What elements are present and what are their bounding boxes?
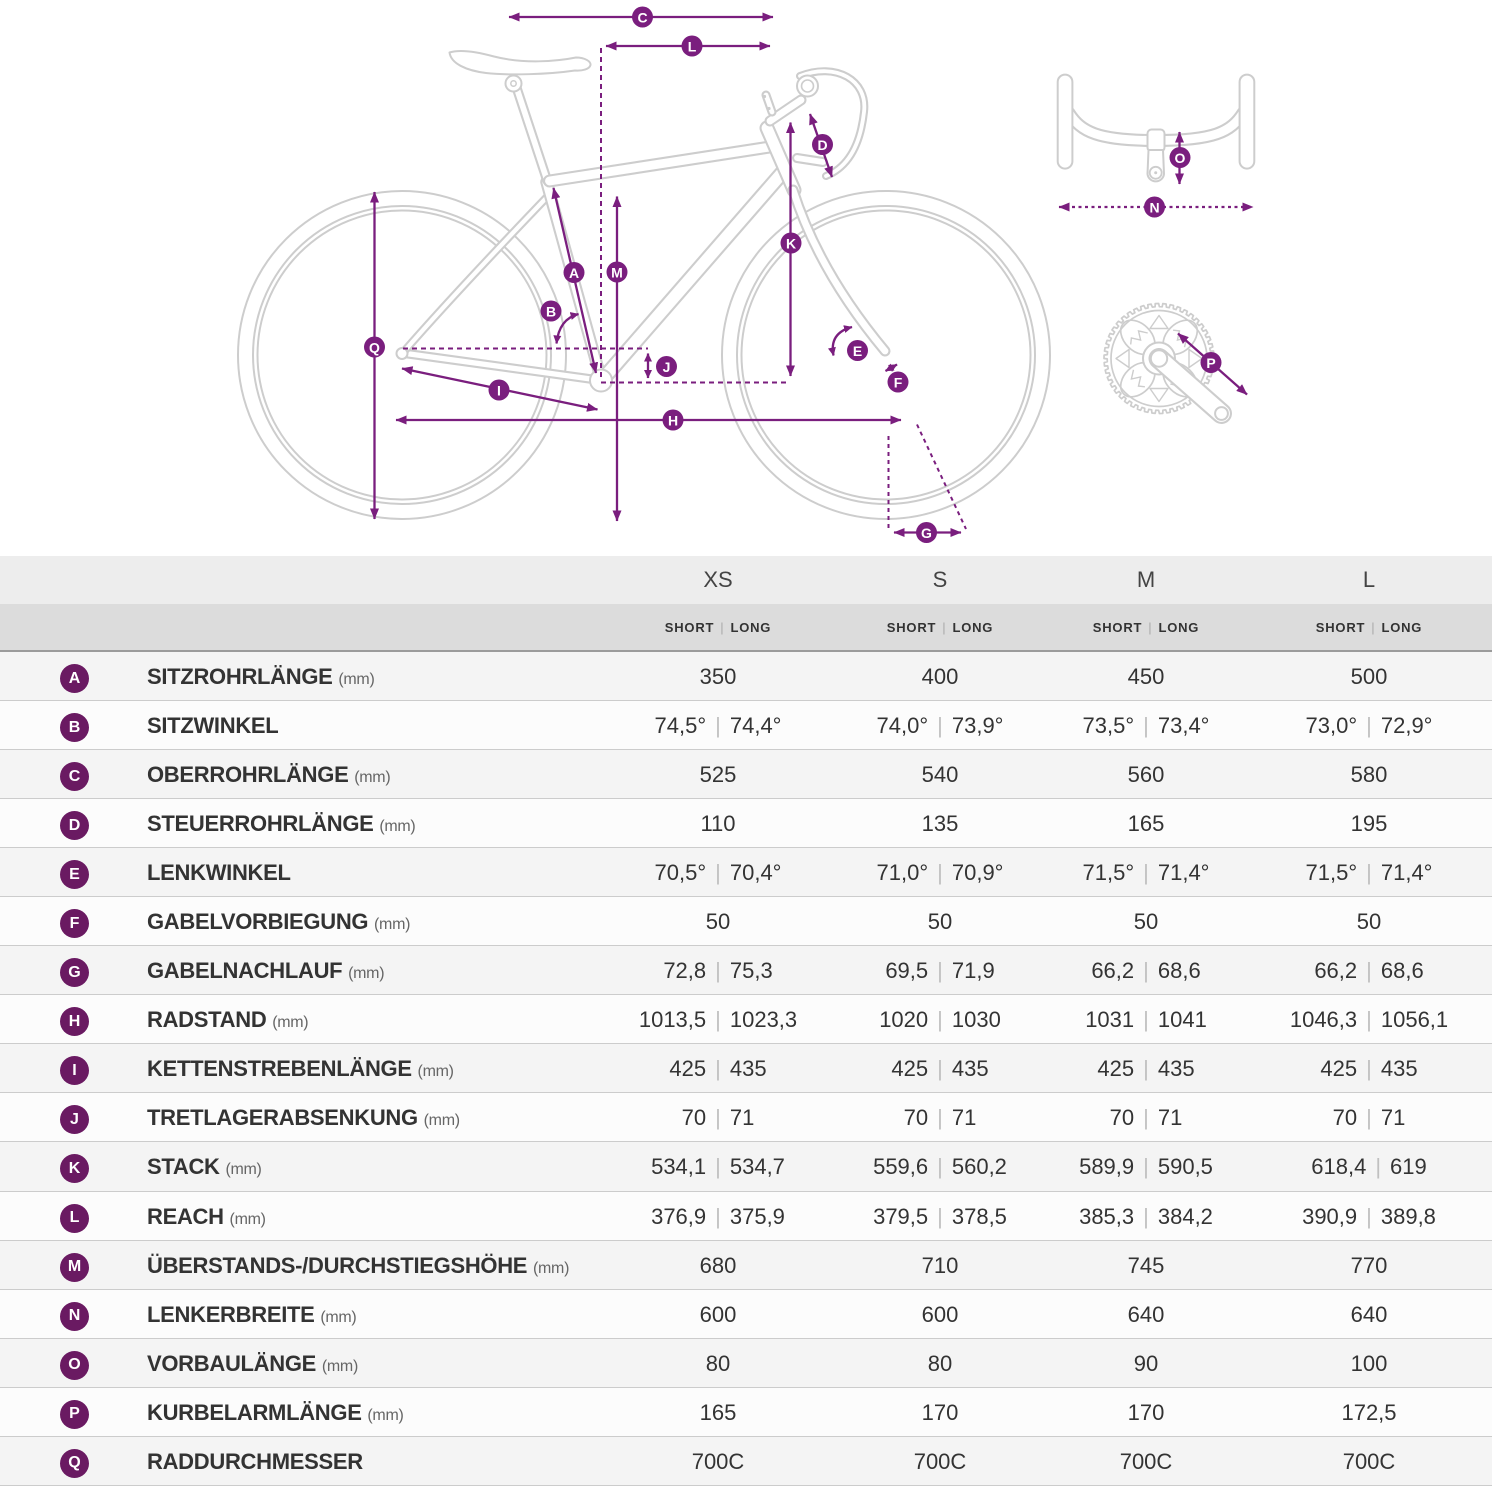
svg-text:C: C	[637, 10, 647, 26]
svg-text:K: K	[786, 236, 796, 252]
svg-text:J: J	[663, 359, 671, 375]
svg-text:H: H	[668, 413, 678, 429]
svg-text:N: N	[1149, 200, 1159, 216]
svg-text:B: B	[546, 304, 556, 320]
svg-text:D: D	[817, 137, 827, 153]
svg-text:I: I	[497, 383, 501, 399]
svg-text:M: M	[611, 265, 623, 281]
svg-text:G: G	[921, 525, 932, 541]
svg-text:A: A	[569, 265, 579, 281]
svg-text:Q: Q	[369, 340, 380, 356]
svg-text:P: P	[1206, 355, 1215, 371]
svg-text:L: L	[688, 39, 697, 55]
svg-text:F: F	[894, 375, 903, 391]
svg-text:E: E	[853, 343, 862, 359]
svg-text:O: O	[1175, 150, 1186, 166]
